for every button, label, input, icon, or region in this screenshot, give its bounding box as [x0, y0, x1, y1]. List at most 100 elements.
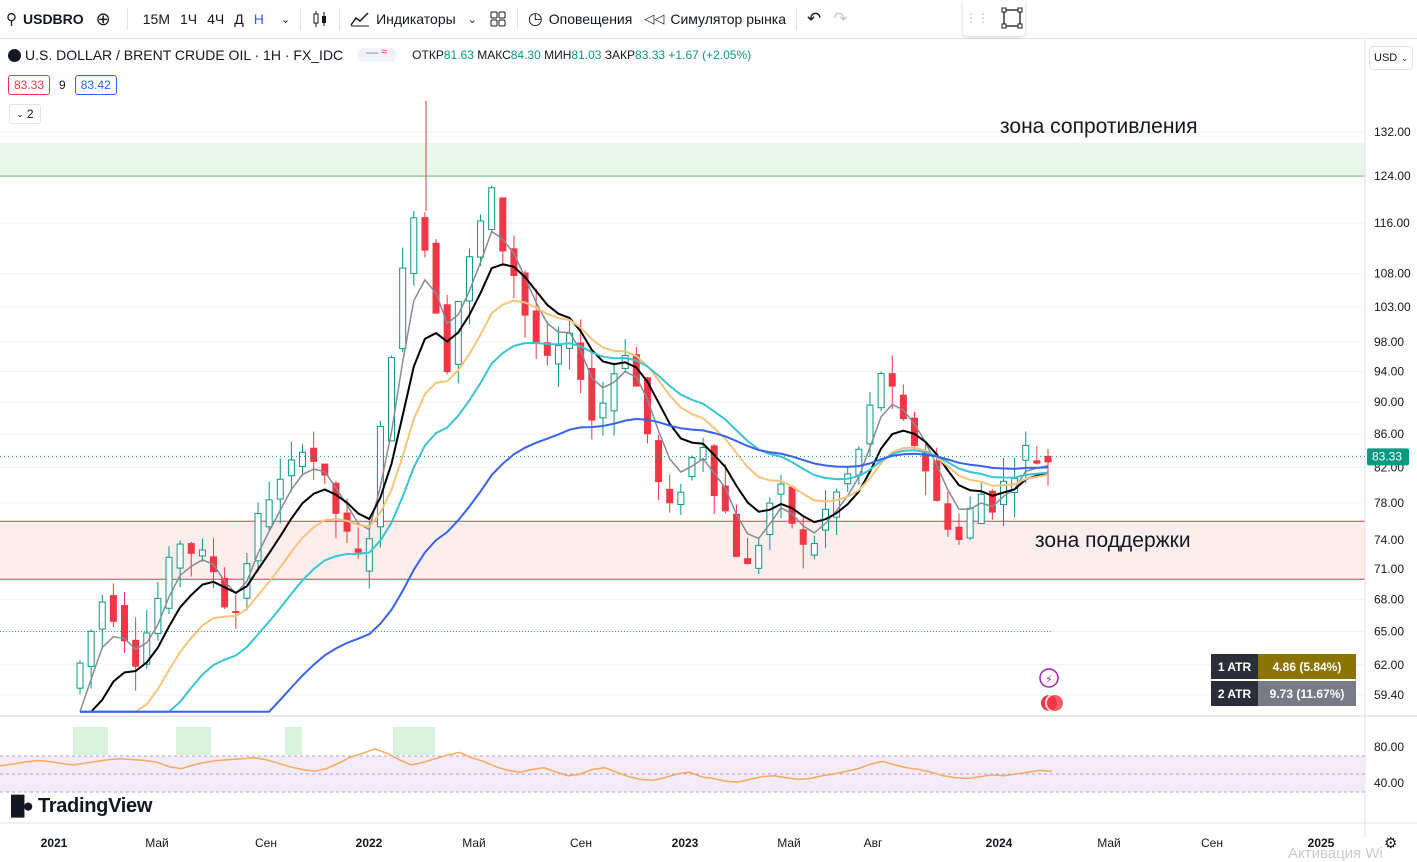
candle	[465, 248, 473, 325]
alerts-button[interactable]: ◷ Оповещения	[522, 0, 638, 38]
candle-body	[710, 445, 718, 497]
alarm-clock-icon: ◷	[527, 9, 543, 28]
buy-price[interactable]: 83.42	[74, 75, 117, 95]
ema-mid-line	[80, 263, 1049, 713]
candle-body	[899, 394, 907, 420]
open-value: 81.63	[443, 48, 474, 62]
time-tick-label: Май	[777, 836, 801, 850]
candle	[810, 535, 818, 560]
candle	[877, 371, 885, 412]
interval-1[interactable]: 1Ч	[180, 11, 198, 27]
close-label: ЗАКР	[604, 48, 636, 62]
candle-body	[588, 368, 596, 421]
redo-button[interactable]: ↷	[827, 0, 853, 38]
candle	[732, 504, 740, 558]
symbol-search[interactable]: ⚲ USDBRO	[0, 0, 90, 38]
compare-button[interactable]: ⊕	[90, 0, 123, 38]
undo-button[interactable]: ↶	[801, 0, 827, 38]
us-flag-icon	[1045, 693, 1065, 713]
candle	[121, 591, 129, 653]
candle-body	[599, 402, 607, 419]
chart-type-button[interactable]	[305, 0, 335, 38]
rsi-overbought-zone	[285, 727, 302, 755]
tradingview-logo[interactable]: █● TradingView	[11, 795, 152, 818]
candle-body	[521, 272, 529, 316]
collapse-indicators-button[interactable]: ⌄ 2	[9, 104, 41, 124]
drag-handle-icon[interactable]: ⋮⋮	[965, 11, 989, 25]
candle-body	[532, 310, 540, 343]
indicators-button[interactable]: Индикаторы ⌄	[344, 0, 483, 38]
interval-0[interactable]: 15М	[142, 11, 170, 27]
candle-body	[299, 451, 307, 467]
candle-body	[666, 488, 674, 504]
candle	[955, 513, 963, 545]
candle-body	[744, 558, 752, 565]
candle	[910, 412, 918, 452]
grid-icon	[490, 11, 506, 27]
low-label: МИН	[544, 48, 572, 62]
candle-body	[677, 491, 685, 506]
candle-body	[944, 503, 952, 530]
price-tick-label: 98.00	[1374, 335, 1404, 349]
candle-body	[721, 485, 729, 512]
candle-body	[966, 507, 974, 539]
chevron-down-icon: ⌄	[16, 108, 24, 119]
separator	[516, 8, 518, 30]
interval-dropdown[interactable]: ⌄	[275, 0, 296, 38]
price-tick-label: 108.00	[1374, 266, 1411, 280]
gear-icon[interactable]: ⚙	[1384, 835, 1398, 852]
candle	[98, 594, 106, 649]
legend-title: U.S. DOLLAR / BRENT CRUDE OIL · 1Н · FX_…	[25, 47, 344, 63]
layouts-button[interactable]	[483, 0, 513, 38]
candle	[477, 214, 485, 267]
interval-3[interactable]: Д	[234, 11, 244, 27]
candle-body	[287, 459, 295, 477]
candle-body	[165, 556, 173, 609]
indicator-count: 2	[26, 107, 34, 121]
replay-button[interactable]: ◁◁ Симулятор рынка	[638, 0, 792, 38]
open-label: ОТКР	[412, 48, 444, 62]
visibility-toggle[interactable]: — ≈	[357, 45, 398, 62]
interval-4[interactable]: Н	[253, 11, 264, 27]
candle-body	[477, 220, 485, 258]
separator	[126, 8, 128, 30]
support-annotation: зона поддержки	[1035, 529, 1191, 552]
price-chart[interactable]: зона сопротивления зона поддержки 132.00 12…	[0, 38, 1417, 861]
candle-body	[432, 242, 440, 314]
add-circle-icon: ⊕	[95, 8, 111, 29]
candle-body	[499, 197, 507, 252]
candle-body	[833, 491, 841, 518]
candle-body	[321, 463, 329, 476]
candle-body	[254, 512, 262, 562]
alerts-label: Оповещения	[548, 11, 633, 27]
candle	[109, 583, 117, 628]
candle	[554, 326, 562, 387]
separator	[796, 8, 798, 30]
interval-2[interactable]: 4Ч	[207, 11, 225, 27]
rsi-tick-label: 40.00	[1374, 776, 1404, 790]
fullscreen-icon[interactable]	[1001, 7, 1023, 29]
candle-body	[187, 543, 195, 554]
sell-price[interactable]: 83.33	[8, 75, 51, 95]
top-toolbar: ⚲ USDBRO ⊕ 15М 1Ч 4Ч Д Н ⌄ Индикаторы ⌄ ◷ Оп…	[0, 0, 1417, 39]
close-value: 83.33	[635, 48, 666, 62]
candle	[655, 434, 663, 501]
atr-row: 2 ATR 9.73 (11.67%)	[1211, 681, 1356, 706]
time-tick-label: Сен	[255, 836, 277, 850]
price-tick-label: 116.00	[1374, 216, 1410, 230]
candle-body	[732, 513, 740, 557]
rewind-icon: ◁◁	[644, 11, 665, 26]
candle	[132, 617, 140, 691]
candle	[310, 431, 318, 480]
eye-toggle-icon: —	[366, 45, 379, 59]
atr-value: 9.73 (11.67%)	[1258, 681, 1356, 706]
candle-body	[877, 373, 885, 409]
candle-body	[143, 632, 151, 665]
currency-selector[interactable]: USD ⌄	[1369, 46, 1413, 70]
candle-body	[388, 357, 396, 442]
candle-body	[910, 417, 918, 447]
candle-body	[888, 373, 896, 387]
candle	[154, 581, 162, 641]
atr-table: 1 ATR 4.86 (5.84%) 2 ATR 9.73 (11.67%)	[1211, 654, 1356, 708]
replay-label: Симулятор рынка	[670, 11, 787, 27]
